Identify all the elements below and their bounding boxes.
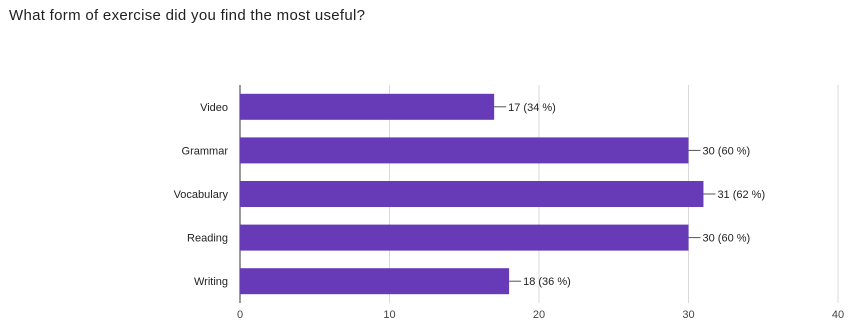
category-label: Reading	[187, 233, 228, 245]
x-tick-label: 30	[682, 309, 694, 321]
x-tick-label: 0	[237, 309, 243, 321]
labels: 0 10 20 30 40 Video 17 (34 %) Grammar 30 (60 %) V…	[174, 102, 845, 321]
bar	[240, 181, 704, 207]
data-label: 18 (36 %)	[523, 276, 571, 288]
bar	[240, 137, 689, 164]
bar	[240, 93, 495, 120]
category-label: Grammar	[182, 145, 229, 157]
x-tick-label: 40	[832, 309, 844, 321]
bar	[240, 268, 510, 295]
data-label: 31 (62 %)	[717, 189, 765, 201]
data-label: 30 (60 %)	[703, 145, 751, 157]
question-title: What form of exercise did you find the m…	[9, 7, 366, 24]
bar	[240, 224, 689, 251]
category-label: Writing	[194, 276, 228, 288]
data-label: 30 (60 %)	[703, 233, 751, 245]
x-tick-label: 20	[533, 309, 545, 321]
category-label: Video	[200, 102, 228, 114]
category-label: Vocabulary	[174, 189, 229, 201]
x-tick-label: 10	[383, 309, 395, 321]
bars	[240, 93, 704, 295]
data-label: 17 (34 %)	[508, 102, 556, 114]
